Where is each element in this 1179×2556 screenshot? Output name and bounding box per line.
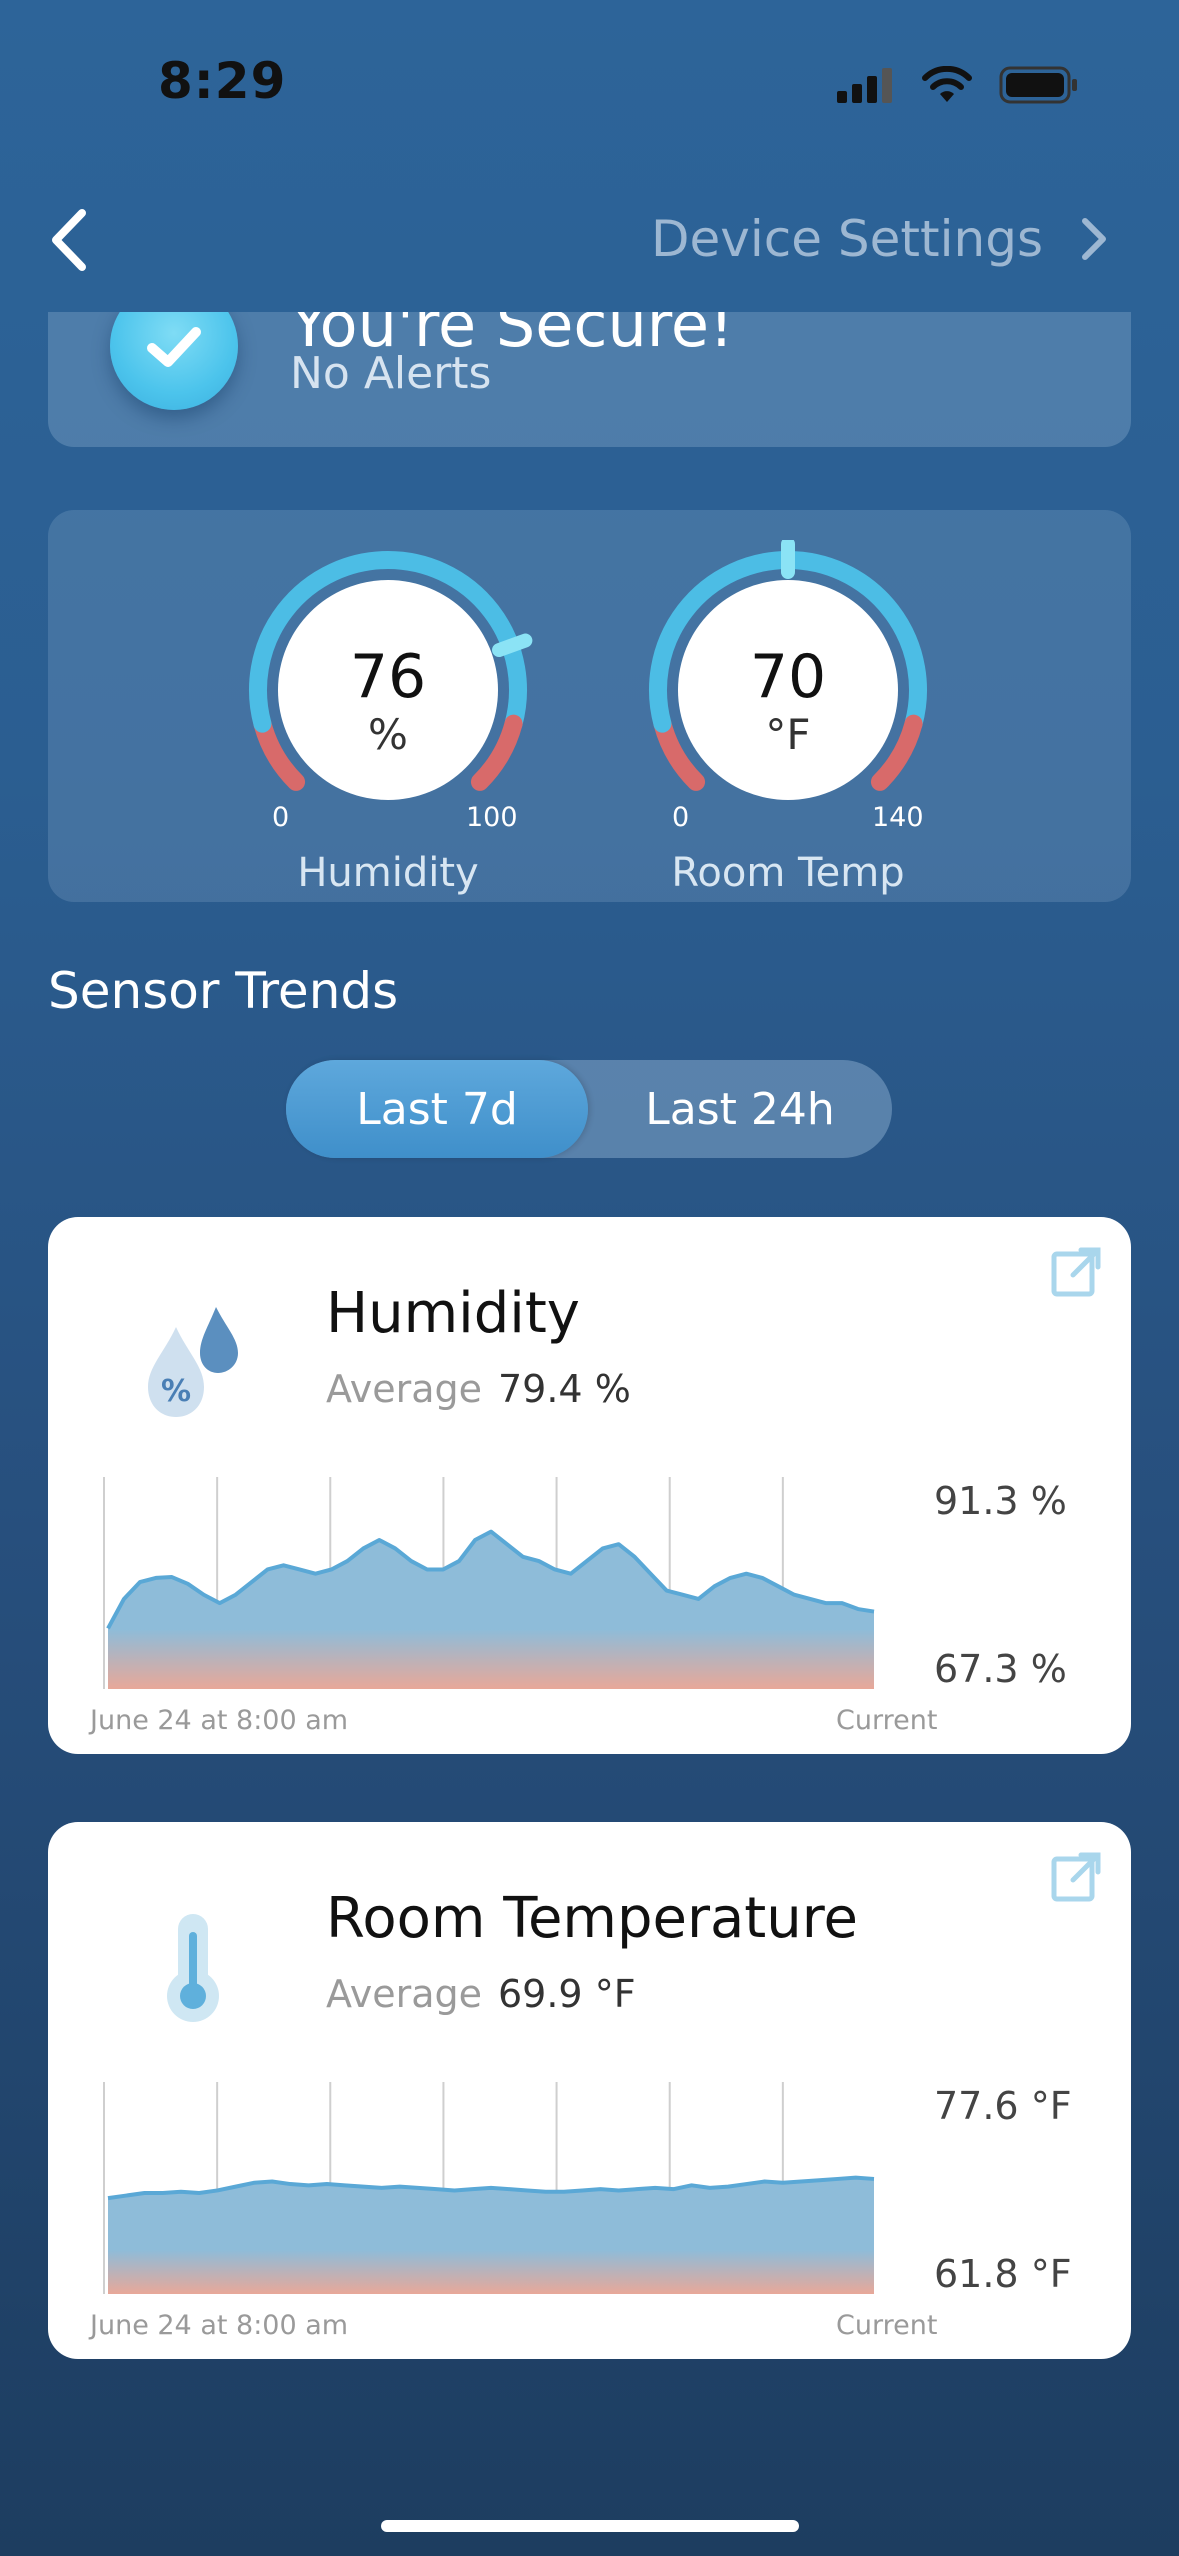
humidity-average-value: 79.4 % — [498, 1367, 631, 1411]
chart-series-line — [107, 2175, 875, 2201]
room-temperature-x-start: June 24 at 8:00 am — [90, 2310, 349, 2341]
humidity-card-title: Humidity — [326, 1281, 580, 1346]
status-time: 8:29 — [158, 52, 287, 110]
humidity-trend-card[interactable]: % Humidity Average 79.4 % 91.3 % 67.3 % … — [48, 1217, 1131, 1754]
humidity-value: 76 — [349, 642, 427, 712]
thermometer-icon — [167, 1914, 219, 2022]
gauge-face — [678, 580, 898, 800]
signal-icon — [837, 68, 892, 103]
chart-series-line — [106, 1529, 875, 1630]
security-title: You're Secure! — [290, 312, 734, 361]
humidity-min: 0 — [272, 802, 290, 833]
room-temp-unit: °F — [765, 710, 811, 759]
humidity-max: 100 — [466, 802, 518, 833]
status-icons — [837, 66, 1079, 104]
room-temperature-x-end: Current — [836, 2310, 938, 2341]
humidity-label: Humidity — [297, 850, 479, 896]
room-temperature-card-title: Room Temperature — [326, 1886, 858, 1951]
room-temp-max: 140 — [872, 802, 924, 833]
humidity-drop-icon: % — [148, 1307, 238, 1417]
chart-area — [108, 1531, 874, 1689]
svg-text:%: % — [161, 1374, 191, 1409]
device-settings-link[interactable]: Device Settings — [651, 210, 1109, 268]
room-temperature-average-value: 69.9 °F — [498, 1972, 636, 2016]
security-subtitle: No Alerts — [290, 348, 492, 399]
chevron-left-icon — [52, 209, 86, 271]
home-indicator[interactable] — [381, 2520, 799, 2532]
humidity-gauge-dial — [249, 551, 533, 800]
gauge-face — [278, 580, 498, 800]
range-segmented-control: Last 7d Last 24h — [286, 1060, 892, 1158]
room-temp-min: 0 — [672, 802, 690, 833]
check-icon — [110, 312, 238, 410]
humidity-trend-chart — [103, 1477, 875, 1689]
humidity-unit: % — [368, 710, 408, 759]
humidity-x-end: Current — [836, 1705, 938, 1736]
room-temperature-y-min: 61.8 °F — [934, 2252, 1072, 2296]
open-external-icon[interactable] — [1051, 1245, 1103, 1297]
room-temp-label: Room Temp — [671, 850, 905, 896]
room-temperature-average-label: Average — [326, 1972, 483, 2016]
chevron-right-icon — [1082, 218, 1106, 260]
device-settings-label: Device Settings — [651, 210, 1043, 268]
open-external-icon[interactable] — [1051, 1850, 1103, 1902]
humidity-gauge[interactable]: 76 % 0 100 Humidity — [238, 540, 538, 896]
room-temperature-trend-card[interactable]: Room Temperature Average 69.9 °F 77.6 °F… — [48, 1822, 1131, 2359]
battery-icon — [999, 66, 1077, 104]
room-temperature-trend-chart — [103, 2082, 875, 2294]
gauges-card: 76 % 0 100 Humidity 70 °F 0 140 Room Tem… — [48, 510, 1131, 902]
room-temp-value: 70 — [749, 642, 827, 712]
room-temp-gauge[interactable]: 70 °F 0 140 Room Temp — [638, 540, 938, 896]
gauge-high-band — [470, 714, 523, 791]
tab-last-7d[interactable]: Last 7d — [286, 1060, 588, 1158]
gauge-high-band — [870, 714, 923, 791]
gauge-indicator — [492, 633, 533, 658]
sensor-trends-heading: Sensor Trends — [48, 962, 399, 1020]
room-temp-gauge-dial — [649, 540, 927, 800]
humidity-x-start: June 24 at 8:00 am — [90, 1705, 349, 1736]
humidity-y-min: 67.3 % — [934, 1647, 1067, 1691]
humidity-average-label: Average — [326, 1367, 483, 1411]
wifi-icon — [922, 66, 972, 102]
chart-area — [108, 2177, 874, 2294]
room-temperature-y-max: 77.6 °F — [934, 2084, 1072, 2128]
security-status-card: You're Secure! No Alerts — [48, 312, 1131, 447]
humidity-y-max: 91.3 % — [934, 1479, 1067, 1523]
tab-last-24h[interactable]: Last 24h — [645, 1083, 835, 1135]
back-button[interactable] — [42, 205, 102, 275]
